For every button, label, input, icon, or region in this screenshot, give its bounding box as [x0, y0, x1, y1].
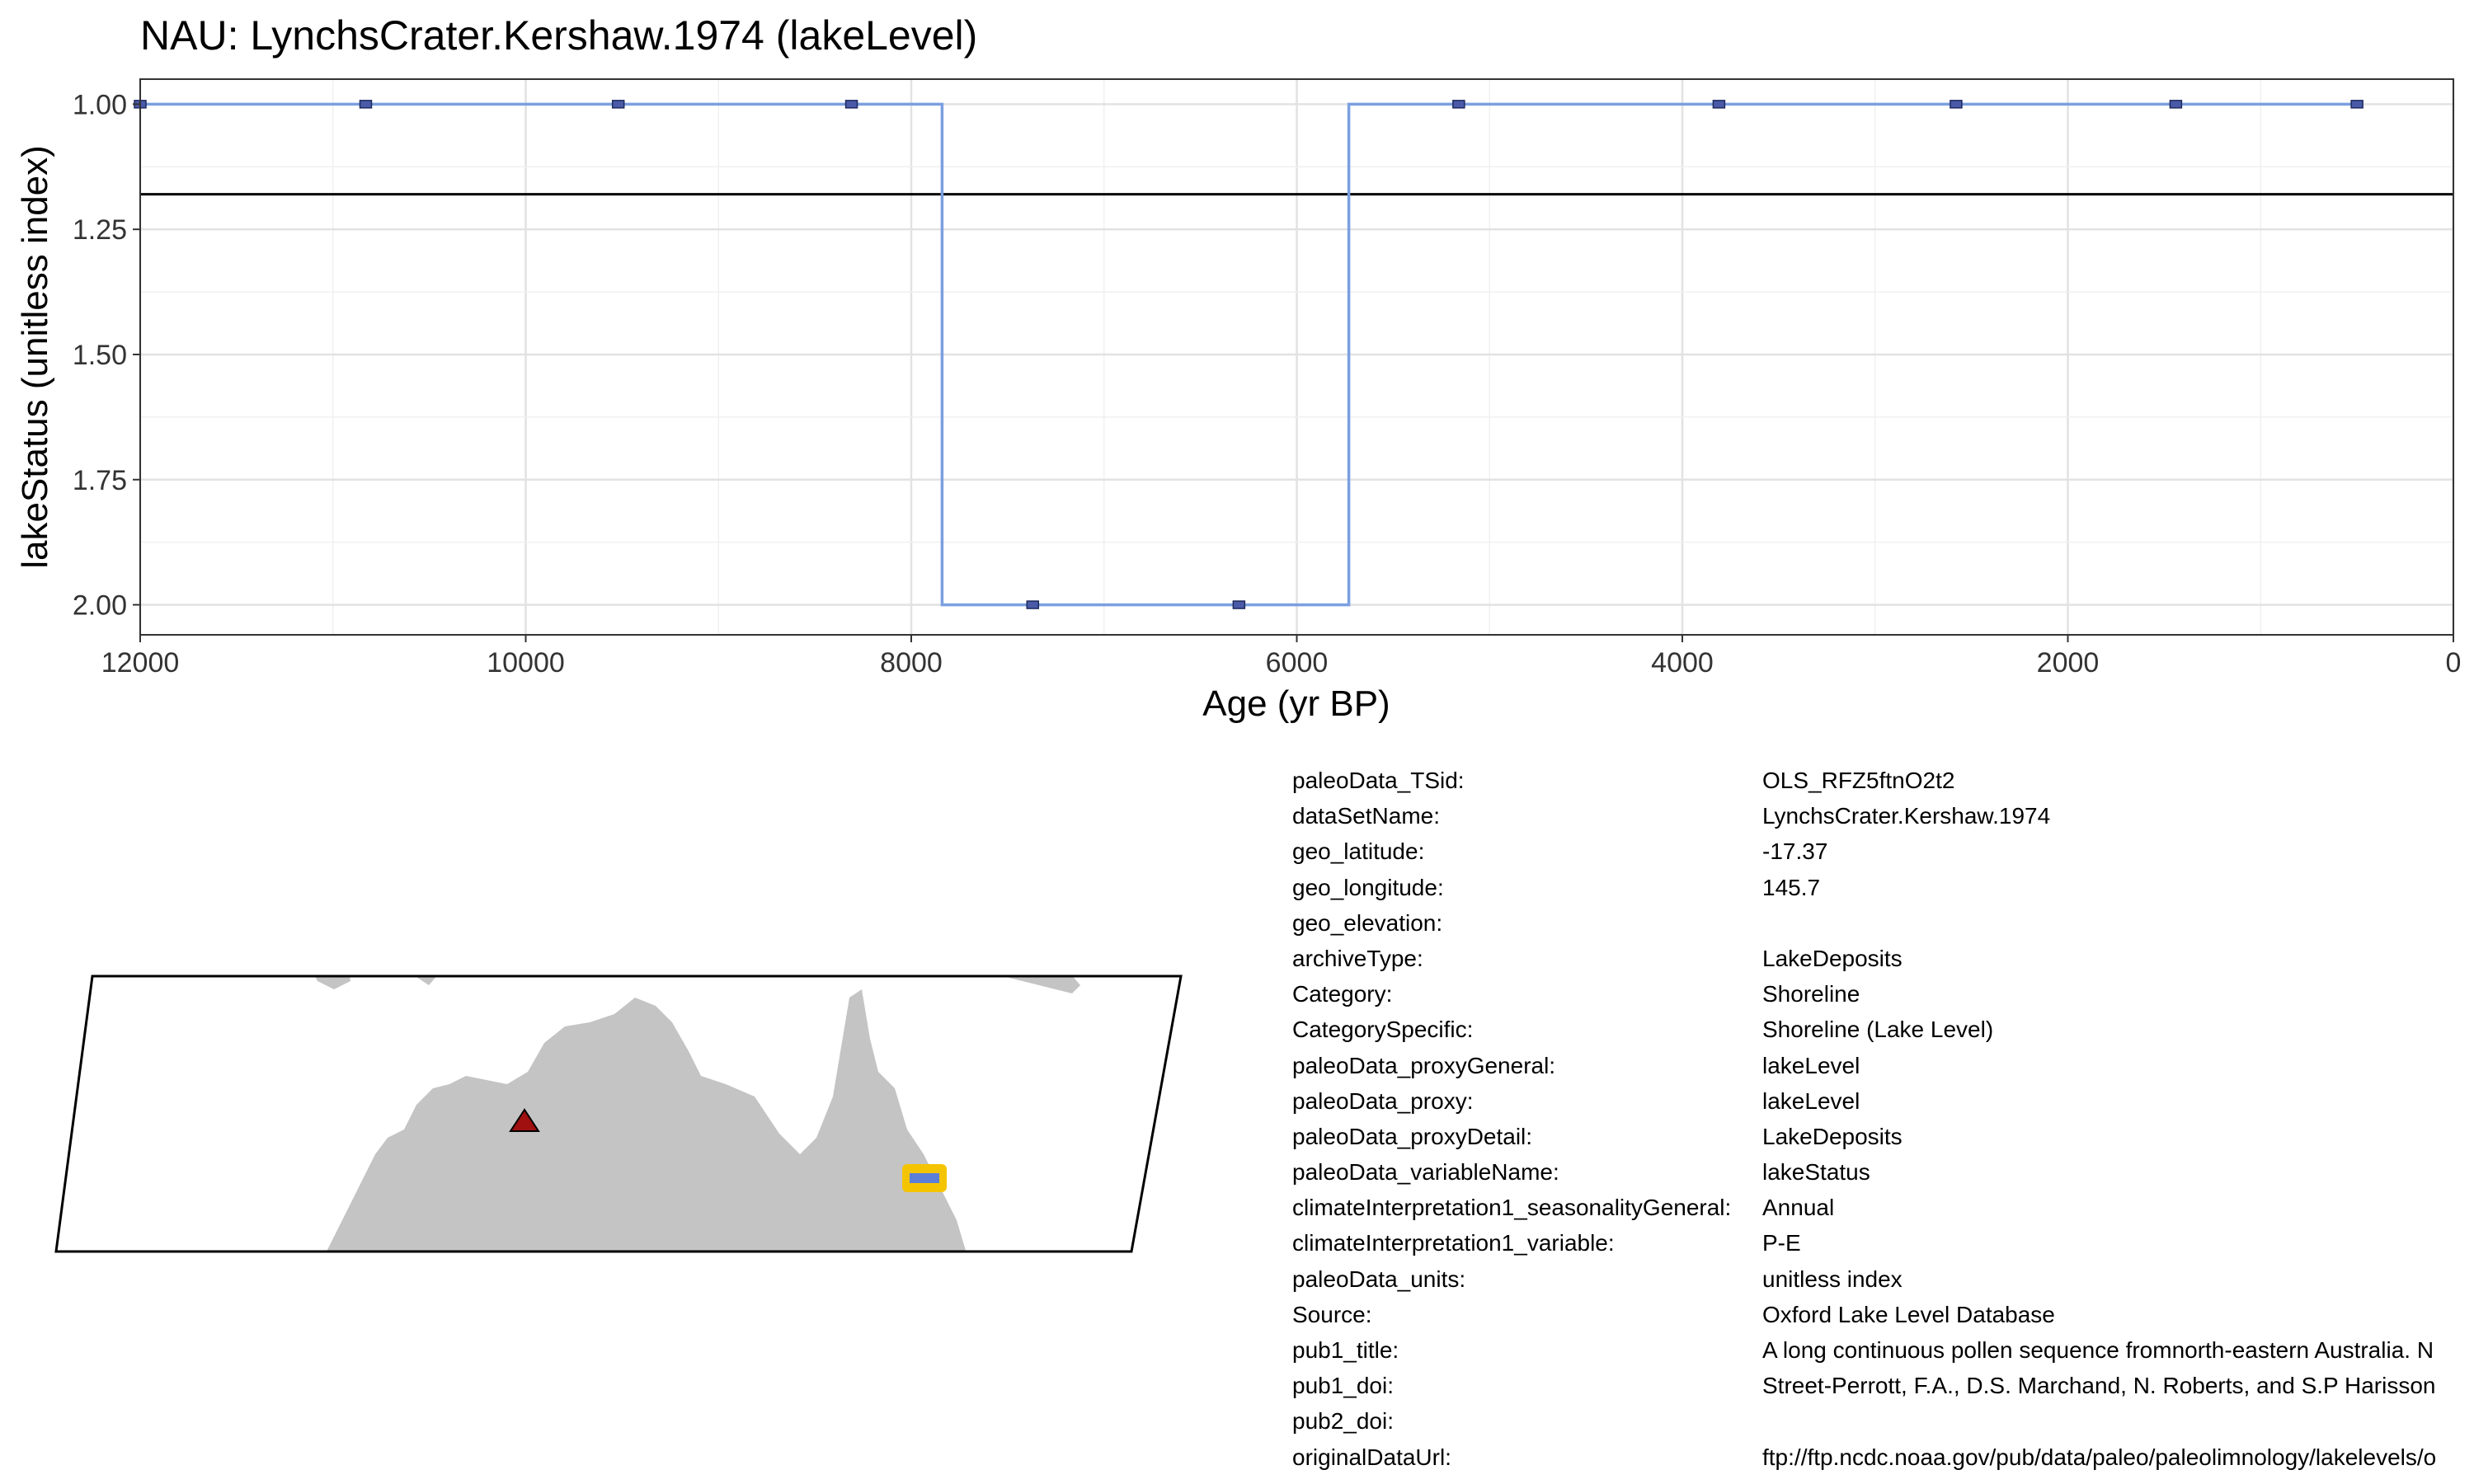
metadata-row: paleoData_proxy: lakeLevel — [1292, 1083, 2474, 1119]
metadata-row: paleoData_proxyGeneral: lakeLevel — [1292, 1048, 2474, 1083]
metadata-row: pub1_doi: Street-Perrott, F.A., D.S. Marc… — [1292, 1368, 2474, 1403]
metadata-value: Shoreline (Lake Level) — [1762, 1017, 1994, 1043]
lake-level-chart: NAU: LynchsCrater.Kershaw.1974 (lakeLeve… — [15, 12, 2462, 724]
data-point-marker — [611, 100, 625, 109]
metadata-value: lakeLevel — [1762, 1087, 1860, 1114]
site-marker-triangle — [509, 1108, 540, 1132]
chart-title: NAU: LynchsCrater.Kershaw.1974 (lakeLeve… — [140, 12, 977, 59]
metadata-row: pub2_doi: — [1292, 1403, 2474, 1439]
data-point-marker — [844, 100, 858, 109]
data-point-marker — [1452, 100, 1465, 109]
y-tick-label: 1.25 — [73, 214, 127, 246]
metadata-value: LakeDeposits — [1762, 945, 1903, 971]
metadata-key: pub1_title: — [1292, 1337, 1399, 1363]
metadata-key: pub1_doi: — [1292, 1373, 1395, 1399]
metadata-key: archiveType: — [1292, 945, 1423, 971]
metadata-value: P-E — [1762, 1230, 1801, 1256]
metadata-key: paleoData_proxyGeneral: — [1292, 1052, 1556, 1078]
metadata-key: paleoData_TSid: — [1292, 768, 1465, 793]
metadata-row: geo_latitude: -17.37 — [1292, 834, 2474, 869]
metadata-key: paleoData_proxy: — [1292, 1087, 1474, 1114]
metadata-row: climateInterpretation1_variable: P-E — [1292, 1225, 2474, 1261]
metadata-value: A long continuous pollen sequence fromno… — [1762, 1337, 2434, 1363]
metadata-key: Source: — [1292, 1301, 1372, 1327]
metadata-key: climateInterpretation1_variable: — [1292, 1230, 1615, 1256]
data-point-marker — [359, 100, 373, 109]
metadata-row: climateInterpretation1_seasonalityGenera… — [1292, 1190, 2474, 1225]
metadata-row: originalDataUrl: ftp://ftp.ncdc.noaa.gov/… — [1292, 1439, 2474, 1475]
x-axis-title: Age (yr BP) — [1202, 683, 1390, 724]
metadata-key: geo_latitude: — [1292, 838, 1425, 865]
metadata-value: Shoreline — [1762, 981, 1860, 1007]
metadata-key: originalDataUrl: — [1292, 1444, 1451, 1470]
axis-ticks: 12000 10000 8000 6000 4000 2000 0 1.00 1.25 1.50 1… — [73, 89, 2462, 679]
metadata-row: CategorySpecific: Shoreline (Lake Level) — [1292, 1012, 2474, 1047]
x-tick-label: 4000 — [1651, 647, 1714, 679]
metadata-key: geo_elevation: — [1292, 909, 1443, 936]
metadata-row: Category: Shoreline — [1292, 976, 2474, 1012]
metadata-key: pub2_doi: — [1292, 1408, 1395, 1435]
metadata-key: geo_longitude: — [1292, 874, 1444, 900]
grid — [139, 79, 2455, 635]
metadata-value: LakeDeposits — [1762, 1123, 1903, 1149]
y-tick-label: 1.00 — [73, 89, 127, 120]
y-tick-label: 1.75 — [73, 465, 127, 496]
metadata-value: 145.7 — [1762, 874, 1821, 900]
data-point-marker — [1950, 100, 1963, 109]
metadata-row: paleoData_proxyDetail: LakeDeposits — [1292, 1119, 2474, 1154]
site-map — [54, 974, 1183, 1253]
metadata-value: ftp://ftp.ncdc.noaa.gov/pub/data/paleo/p… — [1762, 1444, 2437, 1470]
island-shape — [412, 976, 454, 985]
metadata-key: paleoData_units: — [1292, 1266, 1466, 1292]
data-point-marker — [1026, 600, 1040, 609]
metadata-table: paleoData_TSid: OLS_RFZ5ftnO2t2 dataSetNam… — [1292, 763, 2474, 1475]
metadata-row: geo_longitude: 145.7 — [1292, 870, 2474, 905]
metadata-row: Source: Oxford Lake Level Database — [1292, 1297, 2474, 1332]
metadata-value: -17.37 — [1762, 838, 1828, 865]
metadata-row: pub1_title: A long continuous pollen sequ… — [1292, 1332, 2474, 1368]
metadata-value: LynchsCrater.Kershaw.1974 — [1762, 803, 2051, 829]
y-tick-label: 2.00 — [73, 590, 127, 622]
metadata-row: archiveType: LakeDeposits — [1292, 941, 2474, 976]
map-frame — [54, 974, 1183, 1253]
land-shape — [247, 989, 977, 1252]
x-tick-label: 2000 — [2037, 647, 2100, 679]
x-tick-label: 8000 — [880, 647, 943, 679]
metadata-key: Category: — [1292, 981, 1393, 1007]
data-point-marker — [1232, 600, 1246, 609]
x-tick-label: 0 — [2446, 647, 2462, 679]
metadata-row: paleoData_TSid: OLS_RFZ5ftnO2t2 — [1292, 763, 2474, 798]
island-shape — [985, 976, 1080, 993]
metadata-row: paleoData_units: unitless index — [1292, 1261, 2474, 1297]
x-tick-label: 10000 — [487, 647, 565, 679]
metadata-row: dataSetName: LynchsCrater.Kershaw.1974 — [1292, 798, 2474, 834]
target-marker — [910, 1173, 939, 1183]
metadata-value: lakeLevel — [1762, 1052, 1860, 1078]
metadata-key: CategorySpecific: — [1292, 1017, 1474, 1043]
metadata-key: climateInterpretation1_seasonalityGenera… — [1292, 1195, 1732, 1221]
island-shape — [305, 976, 350, 989]
metadata-value: Street-Perrott, F.A., D.S. Marchand, N. … — [1762, 1373, 2436, 1399]
data-point-marker — [2350, 100, 2363, 109]
metadata-key: paleoData_variableName: — [1292, 1159, 1559, 1186]
y-axis-title: lakeStatus (unitless index) — [15, 145, 55, 569]
metadata-key: paleoData_proxyDetail: — [1292, 1123, 1533, 1149]
data-point-marker — [2169, 100, 2183, 109]
x-tick-label: 12000 — [101, 647, 180, 679]
metadata-row: paleoData_variableName: lakeStatus — [1292, 1154, 2474, 1190]
x-tick-label: 6000 — [1266, 647, 1329, 679]
metadata-value: unitless index — [1762, 1266, 1903, 1292]
australia-landmass — [247, 976, 1080, 1252]
y-tick-label: 1.50 — [73, 340, 127, 371]
metadata-value: Oxford Lake Level Database — [1762, 1301, 2055, 1327]
metadata-value: OLS_RFZ5ftnO2t2 — [1762, 768, 1955, 793]
metadata-row: geo_elevation: — [1292, 905, 2474, 941]
metadata-key: dataSetName: — [1292, 803, 1440, 829]
metadata-value: Annual — [1762, 1195, 1835, 1221]
data-point-marker — [1712, 100, 1726, 109]
metadata-value: lakeStatus — [1762, 1159, 1870, 1186]
